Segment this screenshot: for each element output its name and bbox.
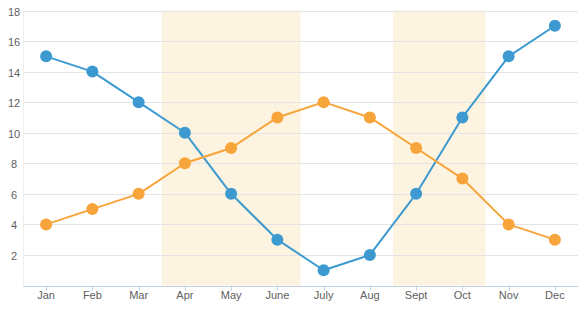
series-marker [271, 111, 283, 123]
grid-line [23, 72, 578, 73]
chart: 2 4 6 8 10 12 14 16 18 Jan Feb Mar Apr May June July Aug… [0, 0, 580, 310]
y-tick-label: 6 [11, 189, 17, 201]
grid-line [23, 133, 578, 134]
plot-band [162, 11, 301, 286]
x-tick-label: Nov [499, 289, 519, 301]
x-tick-label: Feb [83, 289, 102, 301]
series-marker [549, 234, 561, 246]
series-marker [410, 142, 422, 154]
y-tick-label: 10 [8, 128, 20, 140]
series-marker [410, 188, 422, 200]
y-tick-label: 16 [8, 36, 20, 48]
y-tick-label: 4 [11, 219, 17, 231]
grid-line [23, 11, 578, 12]
series-marker [549, 20, 561, 32]
grid-line [23, 41, 578, 42]
series-marker [456, 111, 468, 123]
y-tick-label: 12 [8, 97, 20, 109]
y-tick-label: 8 [11, 158, 17, 170]
x-tick-label: June [265, 289, 289, 301]
y-tick-label: 14 [8, 67, 20, 79]
series-marker [86, 66, 98, 78]
series-marker [503, 50, 515, 62]
series-marker [40, 50, 52, 62]
grid-line [23, 102, 578, 103]
x-tick-label: May [221, 289, 242, 301]
grid-line [23, 224, 578, 225]
series-marker [225, 142, 237, 154]
series-marker [40, 218, 52, 230]
plot-band [393, 11, 486, 286]
series-marker [503, 218, 515, 230]
series-line [46, 26, 555, 270]
series-marker [179, 127, 191, 139]
y-axis-line [23, 11, 24, 286]
series-marker [133, 188, 145, 200]
x-tick-label: Jan [37, 289, 55, 301]
y-tick-label: 18 [8, 6, 20, 18]
x-tick-label: Aug [360, 289, 380, 301]
x-tick-label: July [314, 289, 334, 301]
series-marker [456, 173, 468, 185]
series-marker [318, 264, 330, 276]
series-line [46, 102, 555, 240]
x-tick-label: Dec [545, 289, 565, 301]
y-tick-label: 2 [11, 250, 17, 262]
grid-line [23, 194, 578, 195]
x-tick-label: Apr [176, 289, 193, 301]
x-axis-line [23, 286, 578, 287]
series-marker [364, 249, 376, 261]
series-marker [86, 203, 98, 215]
series-marker [179, 157, 191, 169]
series-marker [133, 96, 145, 108]
grid-line [23, 163, 578, 164]
x-tick-label: Oct [454, 289, 471, 301]
series-marker [364, 111, 376, 123]
series-marker [271, 234, 283, 246]
x-tick-label: Sept [405, 289, 428, 301]
series-marker [318, 96, 330, 108]
series-marker [225, 188, 237, 200]
x-tick-label: Mar [129, 289, 148, 301]
